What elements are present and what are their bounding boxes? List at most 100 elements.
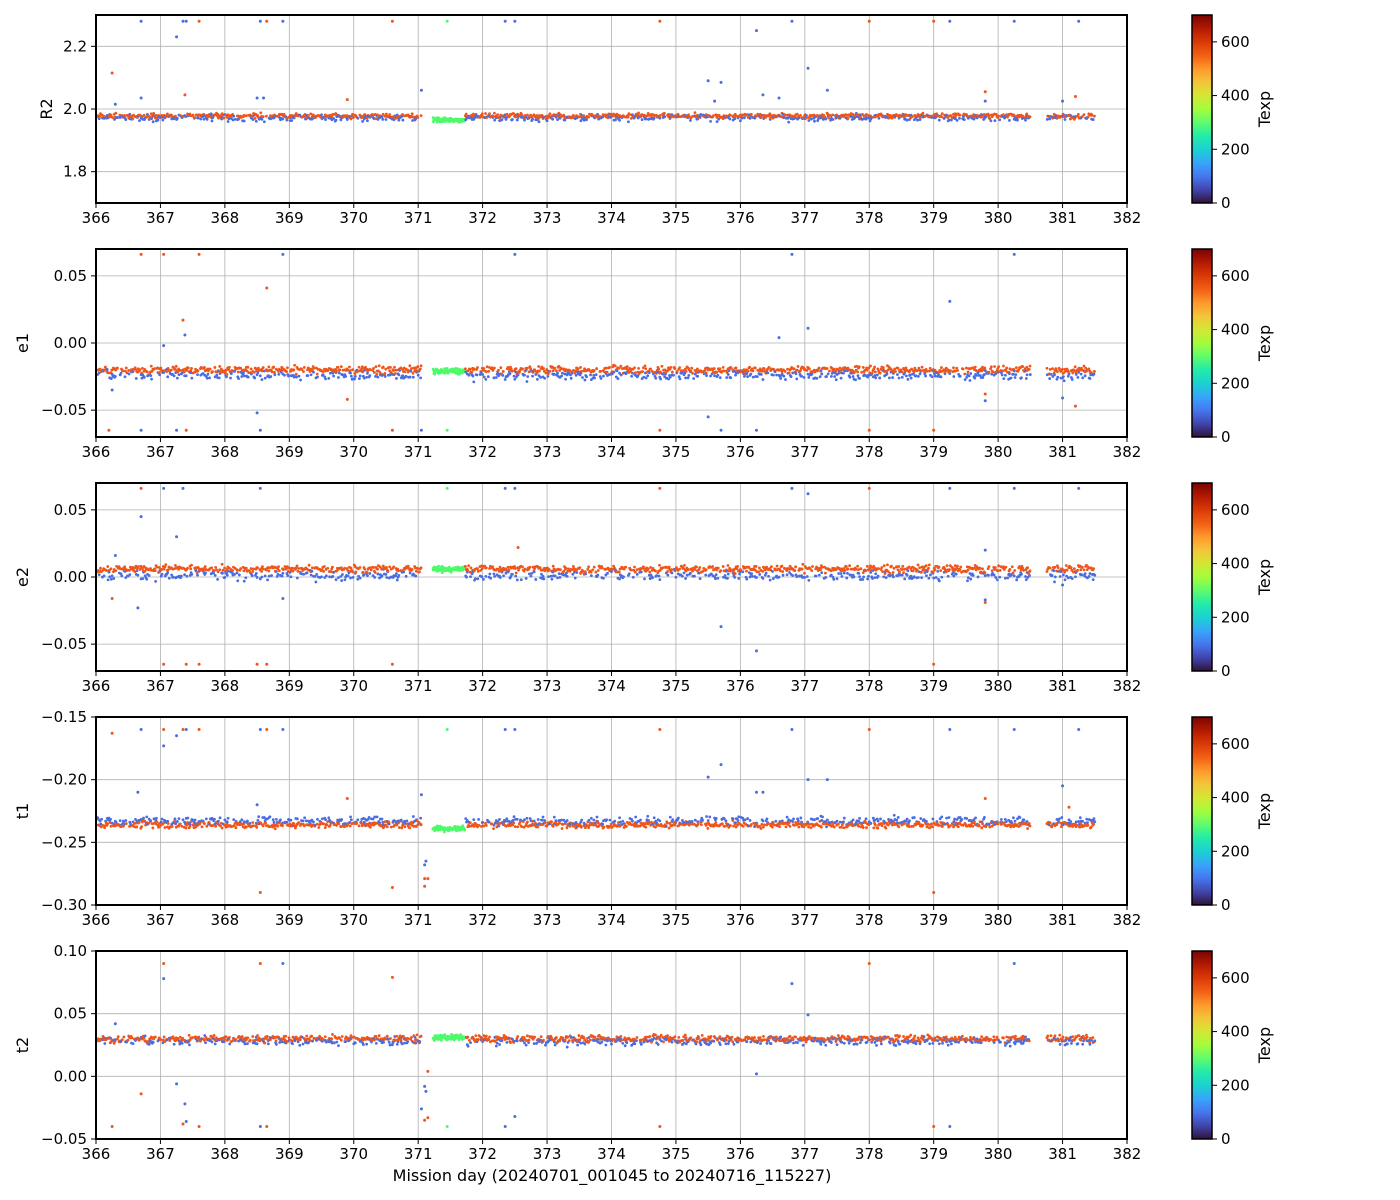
point-texp-60 (469, 575, 472, 578)
point-texp-60 (106, 578, 110, 582)
point-texp-60 (903, 577, 907, 581)
point-texp-60 (309, 573, 313, 577)
point-texp-60 (156, 118, 160, 122)
point-texp-600 (1073, 365, 1077, 369)
point-texp-600 (586, 567, 590, 571)
point-texp-600 (885, 370, 889, 374)
point-texp-300 (433, 372, 437, 376)
point-texp-600 (124, 366, 128, 370)
point-texp-600 (898, 570, 901, 574)
point-texp-60 (797, 116, 801, 120)
point-texp-600 (684, 369, 688, 373)
point-texp-60 (341, 573, 344, 576)
point-texp-600 (641, 366, 645, 370)
point-texp-600 (633, 366, 636, 370)
point-texp-60 (471, 374, 475, 378)
point-texp-600 (388, 113, 392, 116)
point-texp-60 (810, 372, 814, 375)
point-texp-60 (856, 374, 860, 377)
point-texp-600 (953, 564, 957, 568)
point-texp-600 (277, 565, 280, 569)
point-texp-60 (866, 577, 870, 581)
point-texp-600 (323, 565, 326, 568)
point-texp-600 (291, 569, 295, 573)
point-texp-60 (476, 577, 480, 581)
point-texp-600 (794, 565, 798, 569)
point-texp-600 (178, 368, 182, 372)
point-texp-600 (990, 569, 994, 573)
point-texp-600 (343, 114, 346, 118)
point-texp-60 (549, 574, 553, 578)
point-texp-60 (212, 571, 215, 575)
point-texp-60 (320, 113, 323, 117)
point-texp-60 (210, 119, 214, 123)
point-texp-600 (534, 369, 537, 373)
point-texp-60 (289, 575, 293, 579)
point-outlier (139, 96, 143, 100)
point-texp-600 (419, 114, 423, 118)
point-texp-60 (680, 574, 684, 578)
point-texp-60 (357, 377, 361, 381)
point-texp-60 (514, 574, 518, 578)
point-texp-60 (884, 576, 888, 580)
point-texp-60 (965, 375, 969, 379)
point-texp-60 (684, 577, 688, 580)
point-texp-60 (531, 117, 534, 121)
point-texp-60 (254, 572, 258, 575)
point-texp-600 (1028, 569, 1032, 573)
point-texp-60 (987, 573, 990, 577)
point-texp-60 (217, 819, 220, 823)
point-texp-60 (145, 577, 149, 581)
point-texp-600 (724, 114, 728, 118)
point-texp-60 (914, 374, 918, 378)
point-texp-600 (302, 366, 306, 369)
x-tick-label: 366 (82, 209, 111, 227)
point-texp-600 (106, 822, 110, 826)
point-texp-60 (558, 575, 562, 579)
point-texp-60 (202, 117, 206, 121)
point-texp-60 (97, 371, 101, 375)
point-outlier (445, 486, 449, 490)
point-texp-600 (468, 570, 472, 574)
point-texp-60 (599, 377, 603, 380)
point-texp-60 (733, 117, 737, 121)
point-texp-60 (1049, 372, 1053, 376)
point-texp-600 (290, 566, 294, 570)
point-texp-600 (693, 568, 697, 571)
point-texp-600 (152, 111, 156, 115)
point-texp-60 (177, 373, 181, 377)
point-texp-60 (322, 115, 326, 119)
point-texp-60 (631, 371, 634, 375)
point-texp-600 (121, 369, 125, 373)
point-texp-600 (510, 369, 514, 373)
x-tick-label: 367 (146, 677, 175, 695)
point-texp-60 (108, 575, 112, 579)
point-texp-600 (786, 367, 789, 371)
point-texp-60 (402, 570, 406, 574)
point-texp-600 (1056, 566, 1060, 570)
point-texp-60 (692, 377, 696, 380)
colorbar-tick-label: 400 (1221, 87, 1250, 105)
point-outlier (184, 428, 188, 432)
x-tick-label: 377 (790, 209, 819, 227)
point-texp-600 (670, 370, 674, 374)
point-texp-600 (484, 112, 487, 115)
point-texp-60 (1091, 578, 1095, 582)
point-texp-60 (193, 818, 197, 822)
point-texp-600 (649, 566, 653, 569)
point-texp-600 (711, 565, 715, 568)
point-texp-60 (834, 378, 838, 382)
point-texp-60 (414, 574, 418, 578)
point-texp-600 (1048, 367, 1052, 371)
point-texp-600 (143, 367, 147, 371)
point-texp-600 (948, 369, 952, 372)
point-texp-60 (839, 572, 843, 575)
point-texp-60 (904, 374, 908, 378)
point-texp-600 (915, 369, 919, 373)
point-texp-60 (514, 370, 518, 374)
point-texp-600 (416, 116, 420, 119)
point-texp-60 (896, 373, 899, 376)
point-texp-600 (761, 369, 765, 373)
point-texp-60 (738, 572, 741, 576)
point-texp-600 (1021, 114, 1025, 118)
